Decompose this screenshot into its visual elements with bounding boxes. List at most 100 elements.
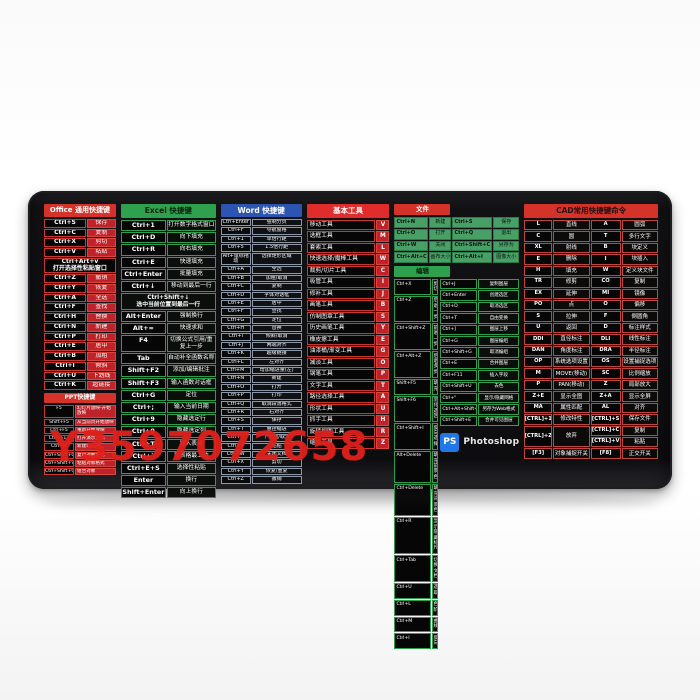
shortcut-label: 返回: [553, 322, 590, 334]
shortcut-label: 定义块文件: [621, 265, 658, 277]
shortcut-key: M: [524, 368, 553, 379]
shortcut-label: 减淡工具: [306, 357, 376, 369]
shortcut-key: I: [590, 254, 621, 265]
shortcut-label: 倾斜/取消: [251, 333, 302, 341]
shortcut-label: 橡皮擦工具: [306, 334, 376, 346]
shortcut-label: 剪切: [87, 238, 116, 248]
shortcut-label: 恢复/重复: [251, 467, 302, 476]
shortcut-key: Ctrl+N: [220, 375, 251, 383]
word-shortcut-table: Ctrl+Enter 强制分页 Ctrl+F 导航窗格 Ctrl+1 单倍行距 Ctrl+5…: [220, 219, 302, 484]
shortcut-key: SC: [590, 368, 621, 379]
photoshop-icon: PS: [440, 432, 460, 452]
shortcut-label: 抓手工具: [306, 415, 376, 426]
shortcut-label: 快速选择/魔棒工具: [306, 254, 376, 265]
shortcut-label: 选框工具: [306, 231, 376, 242]
shortcut-key: Ctrl+Alt+I: [452, 252, 493, 263]
shortcut-label: 超级链接: [251, 350, 302, 358]
shortcut-key: Ctrl+C: [44, 228, 86, 238]
shortcut-label: 保存: [87, 219, 116, 228]
shortcut-label: 定位: [166, 389, 216, 401]
shortcut-key: Shift+F5: [394, 378, 432, 395]
shortcut-label: 后退一步: [432, 295, 439, 323]
shortcut-key: O: [590, 299, 621, 311]
shortcut-key: Ctrl+Shift+C: [452, 240, 493, 252]
shortcut-key: Ctrl+M: [44, 443, 74, 451]
shortcut-label: 放弃: [553, 425, 590, 448]
shortcut-key: D: [590, 322, 621, 334]
shortcut-label: MOVE(移动): [553, 368, 590, 379]
shortcut-key: Ctrl+M: [220, 367, 251, 375]
shortcut-label: 强制换行: [166, 311, 216, 323]
shortcut-key: I: [376, 277, 390, 288]
shortcut-key: Ctrl+B: [220, 274, 251, 283]
shortcut-label: 导航窗格: [251, 227, 302, 235]
shortcut-label: 移动到最后一行: [166, 280, 216, 293]
shortcut-label: 文字工具: [306, 380, 376, 392]
shortcut-label: 取消选区: [478, 301, 520, 313]
shortcut-label: 路径选择工具: [306, 392, 376, 403]
shortcut-label: 射线: [553, 242, 590, 254]
shortcut-key: Y: [376, 323, 390, 334]
shortcut-label: 倒圆角: [621, 311, 658, 322]
shortcut-key: Ctrl+Z: [44, 274, 86, 284]
shortcut-key: S: [524, 311, 553, 322]
shortcut-key: Ctrl+W: [220, 450, 251, 459]
shortcut-key: Ctrl+Shift+I: [394, 423, 432, 450]
shortcut-key: Ctrl+S: [452, 217, 493, 228]
shortcut-key: PO: [524, 299, 553, 311]
shortcut-key: Ctrl+D: [220, 291, 251, 299]
shortcut-label: 切换文档: [432, 555, 439, 582]
ps-edit-table-right: Ctrl+J 复制图层 Ctrl+Enter 创建选区 Ctrl+D 取消选区 Ctrl+T…: [440, 279, 520, 427]
shortcut-label: 删除: [553, 254, 590, 265]
shortcut-label: 去色: [478, 381, 520, 393]
shortcut-key: Ctrl+Shift+V: [44, 459, 74, 468]
shortcut-label: 下划线: [87, 371, 116, 381]
shortcut-key: Ctrl+D: [120, 232, 166, 244]
shortcut-label: 关闭: [429, 240, 452, 252]
shortcut-key: Ctrl+A: [44, 293, 86, 303]
ps-edit-right-column: Ctrl+J 复制图层 Ctrl+Enter 创建选区 Ctrl+D 取消选区 Ctrl+T…: [440, 279, 520, 649]
shortcut-key: Ctrl+;: [120, 402, 166, 414]
shortcut-label: 取消段落格式: [251, 400, 302, 408]
shortcut-label: 显示/隐藏网格: [478, 393, 520, 404]
shortcut-label: 加粗: [87, 352, 116, 361]
shortcut-label: 对象捕捉开关: [553, 448, 590, 459]
shortcut-key: O: [376, 357, 390, 369]
shortcut-key: Ctrl+G: [440, 336, 478, 347]
office-section: Office 通用快捷键 Ctrl+S 保存 Ctrl+C 复制 Ctrl+X 剪切 Ctr…: [44, 204, 116, 476]
shortcut-key: Ctrl+F12: [44, 435, 74, 443]
shortcut-label: 显示/隐藏标尺: [432, 516, 439, 555]
shortcut-key: Ctrl+Shift+G: [44, 468, 74, 476]
shortcut-key: Ctrl+Enter: [220, 219, 251, 227]
shortcut-key: Alt+=: [120, 323, 166, 335]
shortcut-key: Ctrl+C: [220, 283, 251, 291]
shortcut-label: 打开数字格式窗口: [166, 220, 216, 232]
shortcut-label: 倾斜: [87, 361, 116, 371]
shortcut-key: A: [590, 220, 621, 231]
pad-shadow-reflection: [44, 492, 656, 514]
shortcut-label: 角度标注: [553, 345, 590, 357]
shortcut-label: 色阶: [432, 599, 439, 616]
shortcut-key: T: [376, 380, 390, 392]
shortcut-label: 多行文字: [621, 231, 658, 242]
ps-edit-table-left: Ctrl+X 剪切 Ctrl+Z 后退一步 Ctrl+Shift+Z 前进一步 Ctrl+A…: [394, 279, 439, 650]
shortcut-key: Ctrl+G: [120, 389, 166, 401]
shortcut-label: 保存: [493, 217, 520, 228]
shortcut-key: Ctrl+W: [394, 240, 429, 252]
shortcut-label: 局部放大: [621, 379, 658, 391]
shortcut-label: 隐藏选定列: [166, 426, 216, 438]
shortcut-key: Ctrl+T: [440, 313, 478, 324]
shortcut-key: Ctrl+Y: [44, 284, 86, 293]
shortcut-key: L: [376, 242, 390, 254]
cad-shortcut-table: L 直线 A 圆弧 C 圆 T 多行文字 XL 射线 B 块定义 E 删除 I 块插入 H 填充 W 定义块文件 TR 修…: [524, 220, 658, 459]
shortcut-key: L: [524, 220, 553, 231]
shortcut-key: [F3]: [524, 448, 553, 459]
shortcut-label: 复制对象格式: [75, 451, 116, 459]
shortcut-label: 后退多步: [432, 351, 439, 378]
shortcut-key: Ctrl+P: [44, 332, 86, 342]
shortcut-key: MI: [590, 288, 621, 299]
shortcut-label: 切换公式引用/重复上一步: [166, 335, 216, 353]
shortcut-key: OP: [524, 357, 553, 368]
shortcut-key: Shift+F6: [394, 395, 432, 423]
shortcut-key: Ctrl+V: [220, 442, 251, 450]
